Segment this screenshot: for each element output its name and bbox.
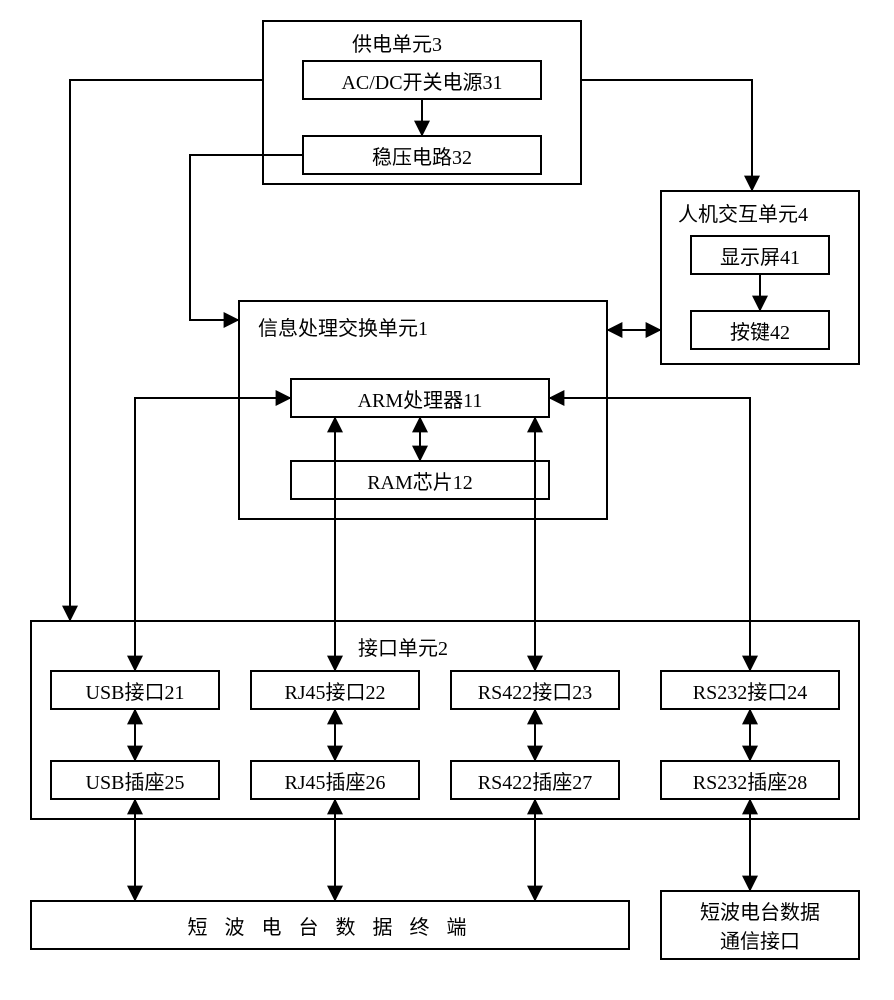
terminal-label: 短 波 电 台 数 据 终 端 bbox=[188, 911, 473, 940]
terminal-box: 短 波 电 台 数 据 终 端 bbox=[30, 900, 630, 950]
comm-if-label2: 通信接口 bbox=[720, 925, 800, 954]
rj45-if-label: RJ45接口22 bbox=[284, 676, 385, 705]
usb-sk-label: USB插座25 bbox=[86, 766, 185, 795]
comm-if-box: 短波电台数据通信接口 bbox=[660, 890, 860, 960]
display-label: 显示屏41 bbox=[720, 241, 800, 270]
rj45-sk-box: RJ45插座26 bbox=[250, 760, 420, 800]
display-box: 显示屏41 bbox=[690, 235, 830, 275]
ram-box: RAM芯片12 bbox=[290, 460, 550, 500]
acdc-label: AC/DC开关电源31 bbox=[341, 66, 502, 95]
arm-label: ARM处理器11 bbox=[358, 384, 483, 413]
rj45-sk-label: RJ45插座26 bbox=[284, 766, 385, 795]
rs422-if-box: RS422接口23 bbox=[450, 670, 620, 710]
power-unit-title: 供电单元3 bbox=[352, 28, 442, 57]
usb-if-box: USB接口21 bbox=[50, 670, 220, 710]
hmi-unit-title: 人机交互单元4 bbox=[678, 198, 808, 227]
rj45-if-box: RJ45接口22 bbox=[250, 670, 420, 710]
comm-if-label1: 短波电台数据 bbox=[700, 896, 820, 925]
rs422-sk-label: RS422插座27 bbox=[478, 766, 592, 795]
rs232-sk-box: RS232插座28 bbox=[660, 760, 840, 800]
arrow-power-left-to-if bbox=[70, 80, 262, 620]
arm-box: ARM处理器11 bbox=[290, 378, 550, 418]
if-unit-title: 接口单元2 bbox=[358, 632, 448, 661]
keys-box: 按键42 bbox=[690, 310, 830, 350]
proc-unit-title: 信息处理交换单元1 bbox=[258, 312, 428, 341]
keys-label: 按键42 bbox=[730, 316, 790, 345]
rs232-if-label: RS232接口24 bbox=[693, 676, 807, 705]
rs232-if-box: RS232接口24 bbox=[660, 670, 840, 710]
usb-sk-box: USB插座25 bbox=[50, 760, 220, 800]
arrow-power-right-to-hmi bbox=[582, 80, 752, 190]
rs422-if-label: RS422接口23 bbox=[478, 676, 592, 705]
acdc-box: AC/DC开关电源31 bbox=[302, 60, 542, 100]
rs422-sk-box: RS422插座27 bbox=[450, 760, 620, 800]
usb-if-label: USB接口21 bbox=[86, 676, 185, 705]
vreg-box: 稳压电路32 bbox=[302, 135, 542, 175]
rs232-sk-label: RS232插座28 bbox=[693, 766, 807, 795]
ram-label: RAM芯片12 bbox=[367, 466, 473, 495]
vreg-label: 稳压电路32 bbox=[372, 141, 472, 170]
